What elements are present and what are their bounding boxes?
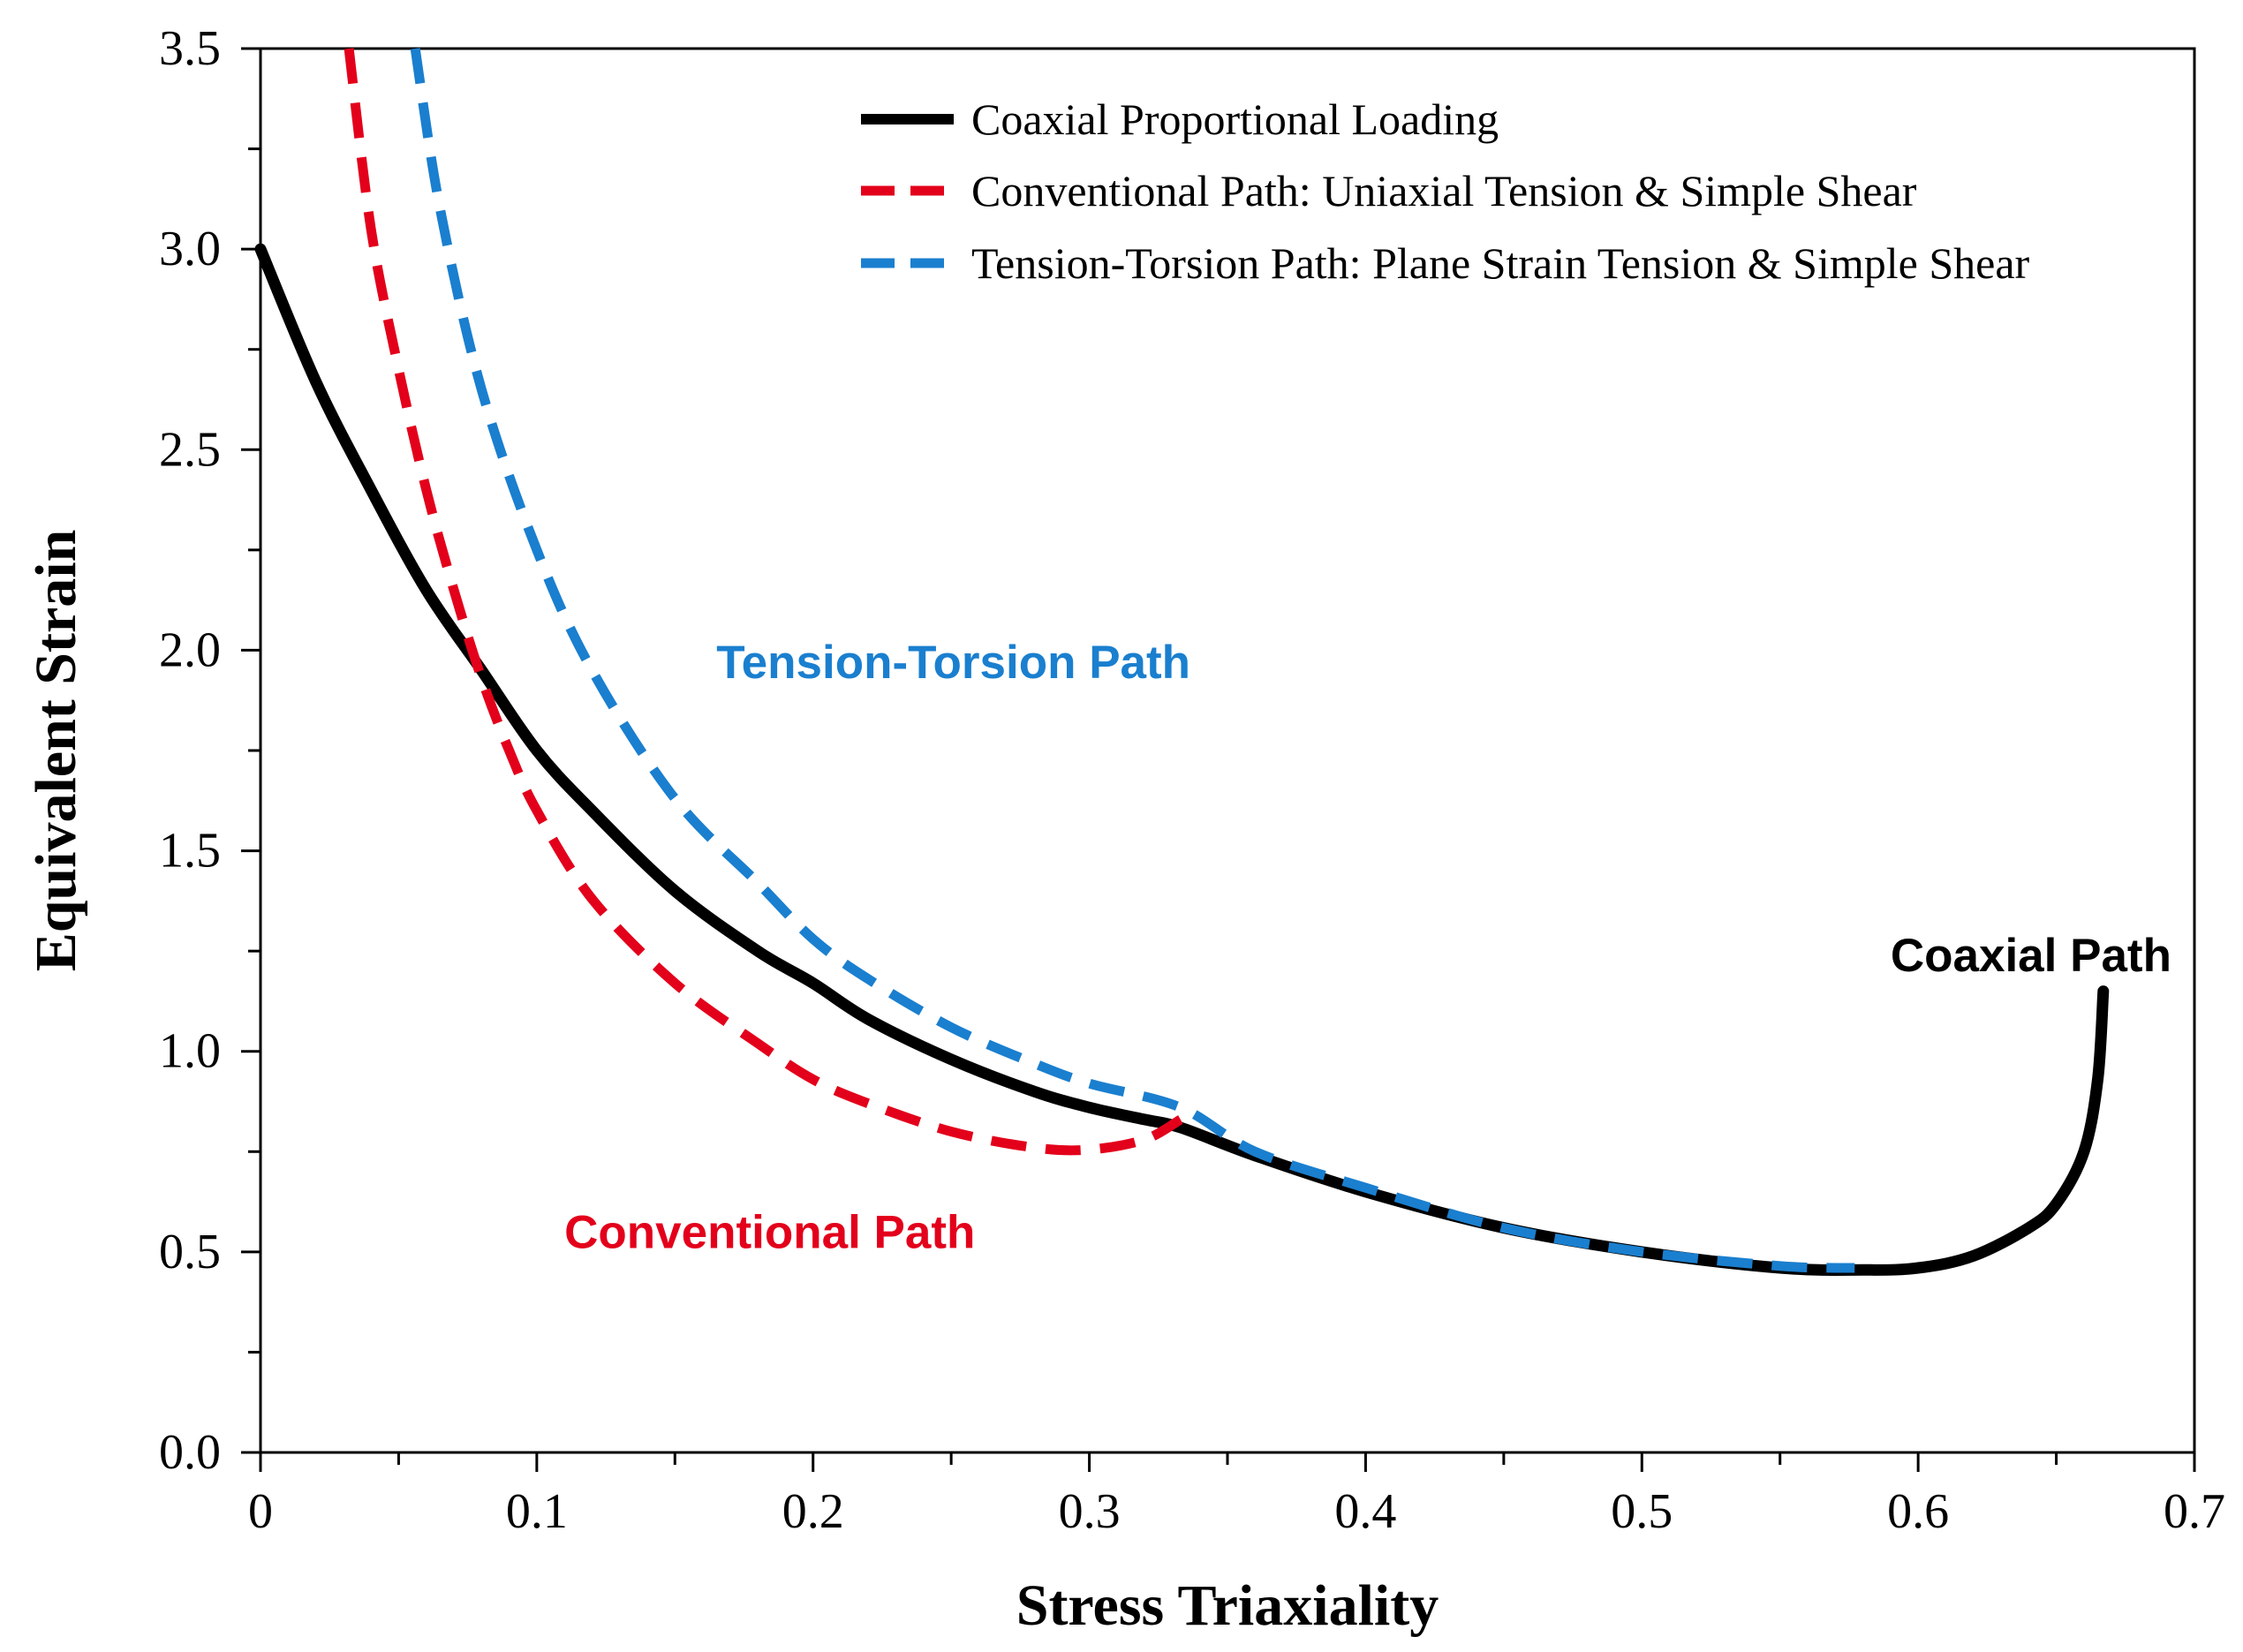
y-tick-label: 1.0 (159, 1024, 221, 1079)
y-tick-label: 3.0 (159, 222, 221, 276)
legend-label: Tension-Torsion Path: Plane Strain Tensi… (971, 238, 2030, 288)
x-tick-label: 0.4 (1334, 1484, 1396, 1539)
y-tick-label: 0.5 (159, 1225, 221, 1279)
coaxial-path-annotation: Coaxial Path (1891, 930, 2171, 982)
x-tick-label: 0.1 (506, 1484, 568, 1539)
conventional-series-line (344, 48, 1183, 1156)
y-axis-title: Equivalent Strain (24, 530, 88, 972)
y-tick-label: 2.5 (159, 422, 221, 477)
x-tick-label: 0.7 (2164, 1484, 2225, 1539)
legend-label: Conventional Path: Uniaxial Tension & Si… (971, 166, 1917, 215)
x-axis-title: Stress Triaxiality (1016, 1573, 1439, 1638)
y-tick-label: 0.0 (159, 1425, 221, 1480)
x-tick-label: 0 (248, 1484, 273, 1539)
y-tick-label: 3.5 (159, 21, 221, 76)
x-tick-label: 0.2 (782, 1484, 844, 1539)
conventional-path-annotation: Conventional Path (564, 1206, 975, 1258)
x-tick-label: 0.3 (1059, 1484, 1121, 1539)
tension-torsion-series-line (410, 48, 1855, 1273)
y-tick-label: 2.0 (159, 622, 221, 677)
y-tick-label: 1.5 (159, 824, 221, 879)
tension-torsion-path-annotation: Tension-Torsion Path (716, 637, 1190, 689)
x-tick-label: 0.6 (1887, 1484, 1949, 1539)
legend-label: Coaxial Proportional Loading (971, 94, 1499, 144)
coaxial-series-line (254, 243, 2110, 1276)
x-tick-label: 0.5 (1611, 1484, 1673, 1539)
